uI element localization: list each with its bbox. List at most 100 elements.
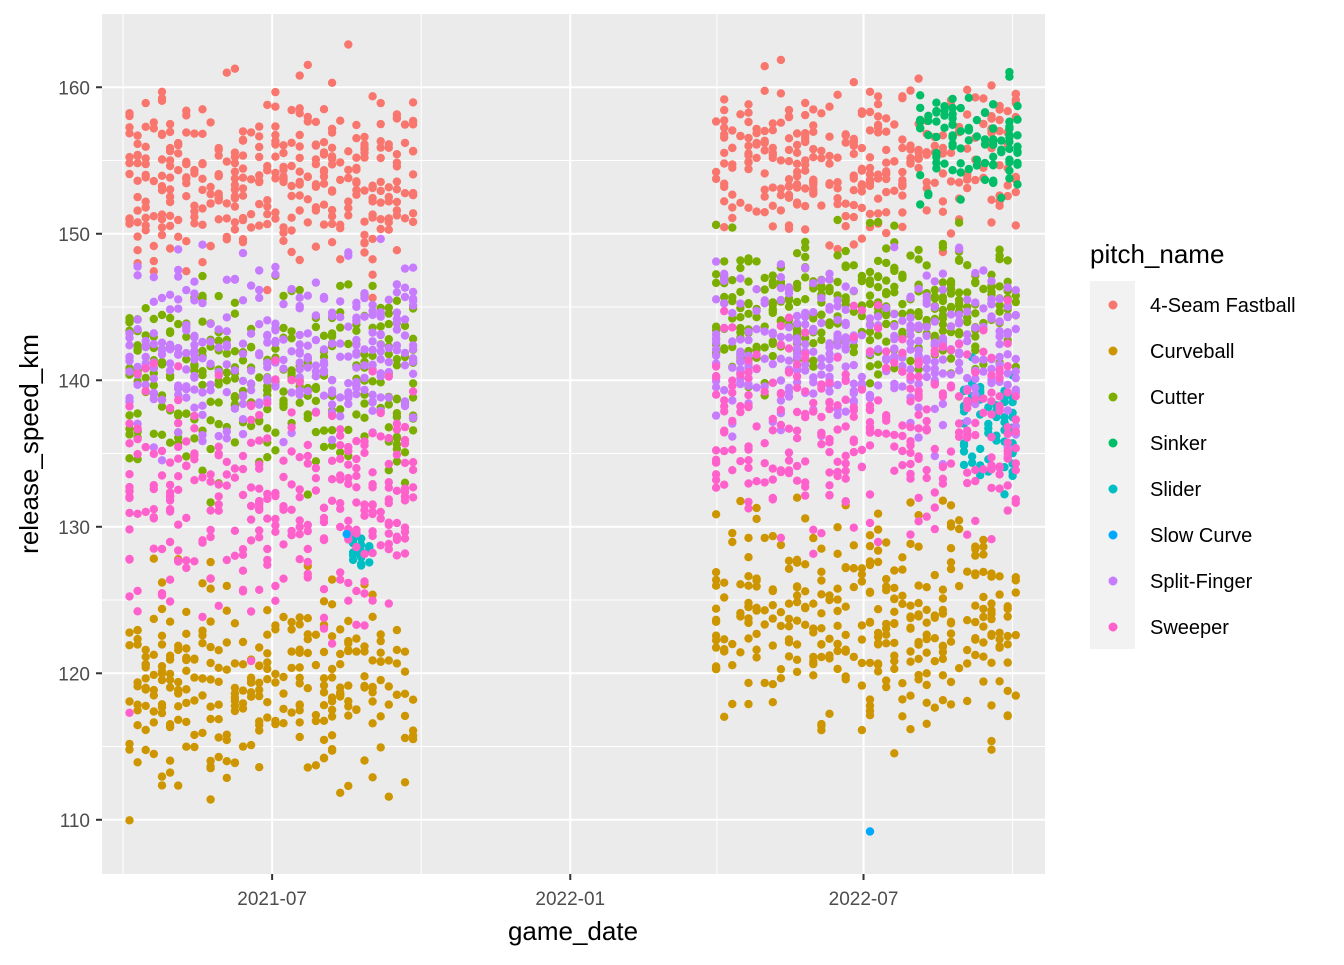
data-point [971, 355, 980, 364]
data-point [319, 331, 329, 340]
data-point [906, 441, 915, 450]
data-point [279, 236, 288, 246]
data-point [784, 333, 794, 342]
data-point [744, 463, 753, 473]
data-point [801, 514, 810, 523]
data-point [238, 392, 248, 401]
data-point [255, 349, 264, 358]
data-point [940, 159, 949, 168]
data-point [924, 189, 933, 198]
data-point [319, 391, 329, 400]
data-point [873, 557, 883, 567]
data-point [327, 339, 337, 348]
data-point [841, 305, 850, 314]
data-point [776, 396, 786, 405]
data-point [768, 351, 777, 361]
data-point [825, 179, 834, 188]
data-point [792, 597, 802, 607]
data-point [1003, 429, 1012, 439]
data-point [914, 74, 923, 83]
data-point [319, 716, 329, 725]
data-point [922, 512, 931, 521]
data-point [408, 209, 418, 218]
data-point [744, 456, 753, 465]
data-point [776, 118, 786, 127]
data-point [833, 315, 842, 325]
data-point [182, 128, 191, 137]
data-point [352, 298, 361, 307]
data-point [392, 486, 402, 495]
data-point [914, 612, 923, 621]
data-point [344, 352, 353, 361]
data-point [141, 352, 150, 362]
data-point [752, 140, 761, 149]
data-point [882, 208, 891, 217]
data-point [956, 168, 965, 177]
data-point [768, 280, 777, 290]
data-point [271, 581, 280, 591]
data-point [279, 335, 288, 344]
data-point [263, 219, 272, 229]
data-point [825, 269, 834, 278]
data-point [206, 199, 215, 208]
data-point [971, 309, 980, 318]
data-point [174, 428, 183, 437]
data-point [971, 268, 980, 278]
data-point [987, 270, 996, 279]
data-point [376, 234, 385, 244]
data-point [287, 105, 296, 115]
legend-key [1108, 484, 1118, 494]
data-point [954, 339, 964, 349]
data-point [841, 672, 850, 681]
data-point [344, 596, 353, 605]
data-point [246, 223, 256, 232]
data-point [1013, 131, 1022, 140]
data-point [882, 187, 891, 197]
data-point [906, 498, 915, 507]
data-point [995, 635, 1004, 644]
data-point [400, 711, 410, 721]
data-point [206, 470, 215, 479]
data-point [959, 447, 969, 456]
data-point [384, 518, 393, 527]
data-point [922, 331, 931, 341]
data-point [279, 672, 288, 682]
data-point [792, 366, 802, 375]
data-point [914, 493, 923, 503]
legend-key-background [1090, 281, 1135, 649]
data-point [295, 377, 304, 387]
data-point [776, 89, 786, 98]
data-point [841, 602, 850, 611]
data-point [214, 601, 223, 610]
data-point [711, 220, 721, 230]
data-point [711, 362, 721, 371]
data-point [752, 342, 761, 351]
data-point [841, 211, 850, 221]
data-point [238, 490, 248, 500]
data-point [133, 634, 142, 644]
data-point [752, 313, 761, 322]
data-point [352, 163, 361, 173]
data-point [1000, 413, 1009, 422]
data-point [989, 160, 998, 169]
data-point [906, 601, 915, 610]
data-point [279, 355, 288, 365]
data-point [809, 314, 818, 323]
data-point [327, 205, 337, 215]
data-point [400, 523, 410, 532]
data-point [930, 302, 939, 312]
data-point [792, 140, 802, 150]
data-point [246, 536, 256, 545]
data-point [238, 566, 248, 575]
data-point [948, 139, 957, 149]
data-point [198, 258, 207, 267]
data-point [133, 607, 142, 616]
data-point [238, 127, 248, 136]
data-point [255, 122, 264, 131]
legend-label: Sweeper [1150, 617, 1229, 639]
data-point [711, 643, 721, 652]
data-point [825, 318, 834, 327]
data-point [979, 304, 988, 313]
data-point [376, 137, 385, 146]
data-point [768, 201, 777, 210]
